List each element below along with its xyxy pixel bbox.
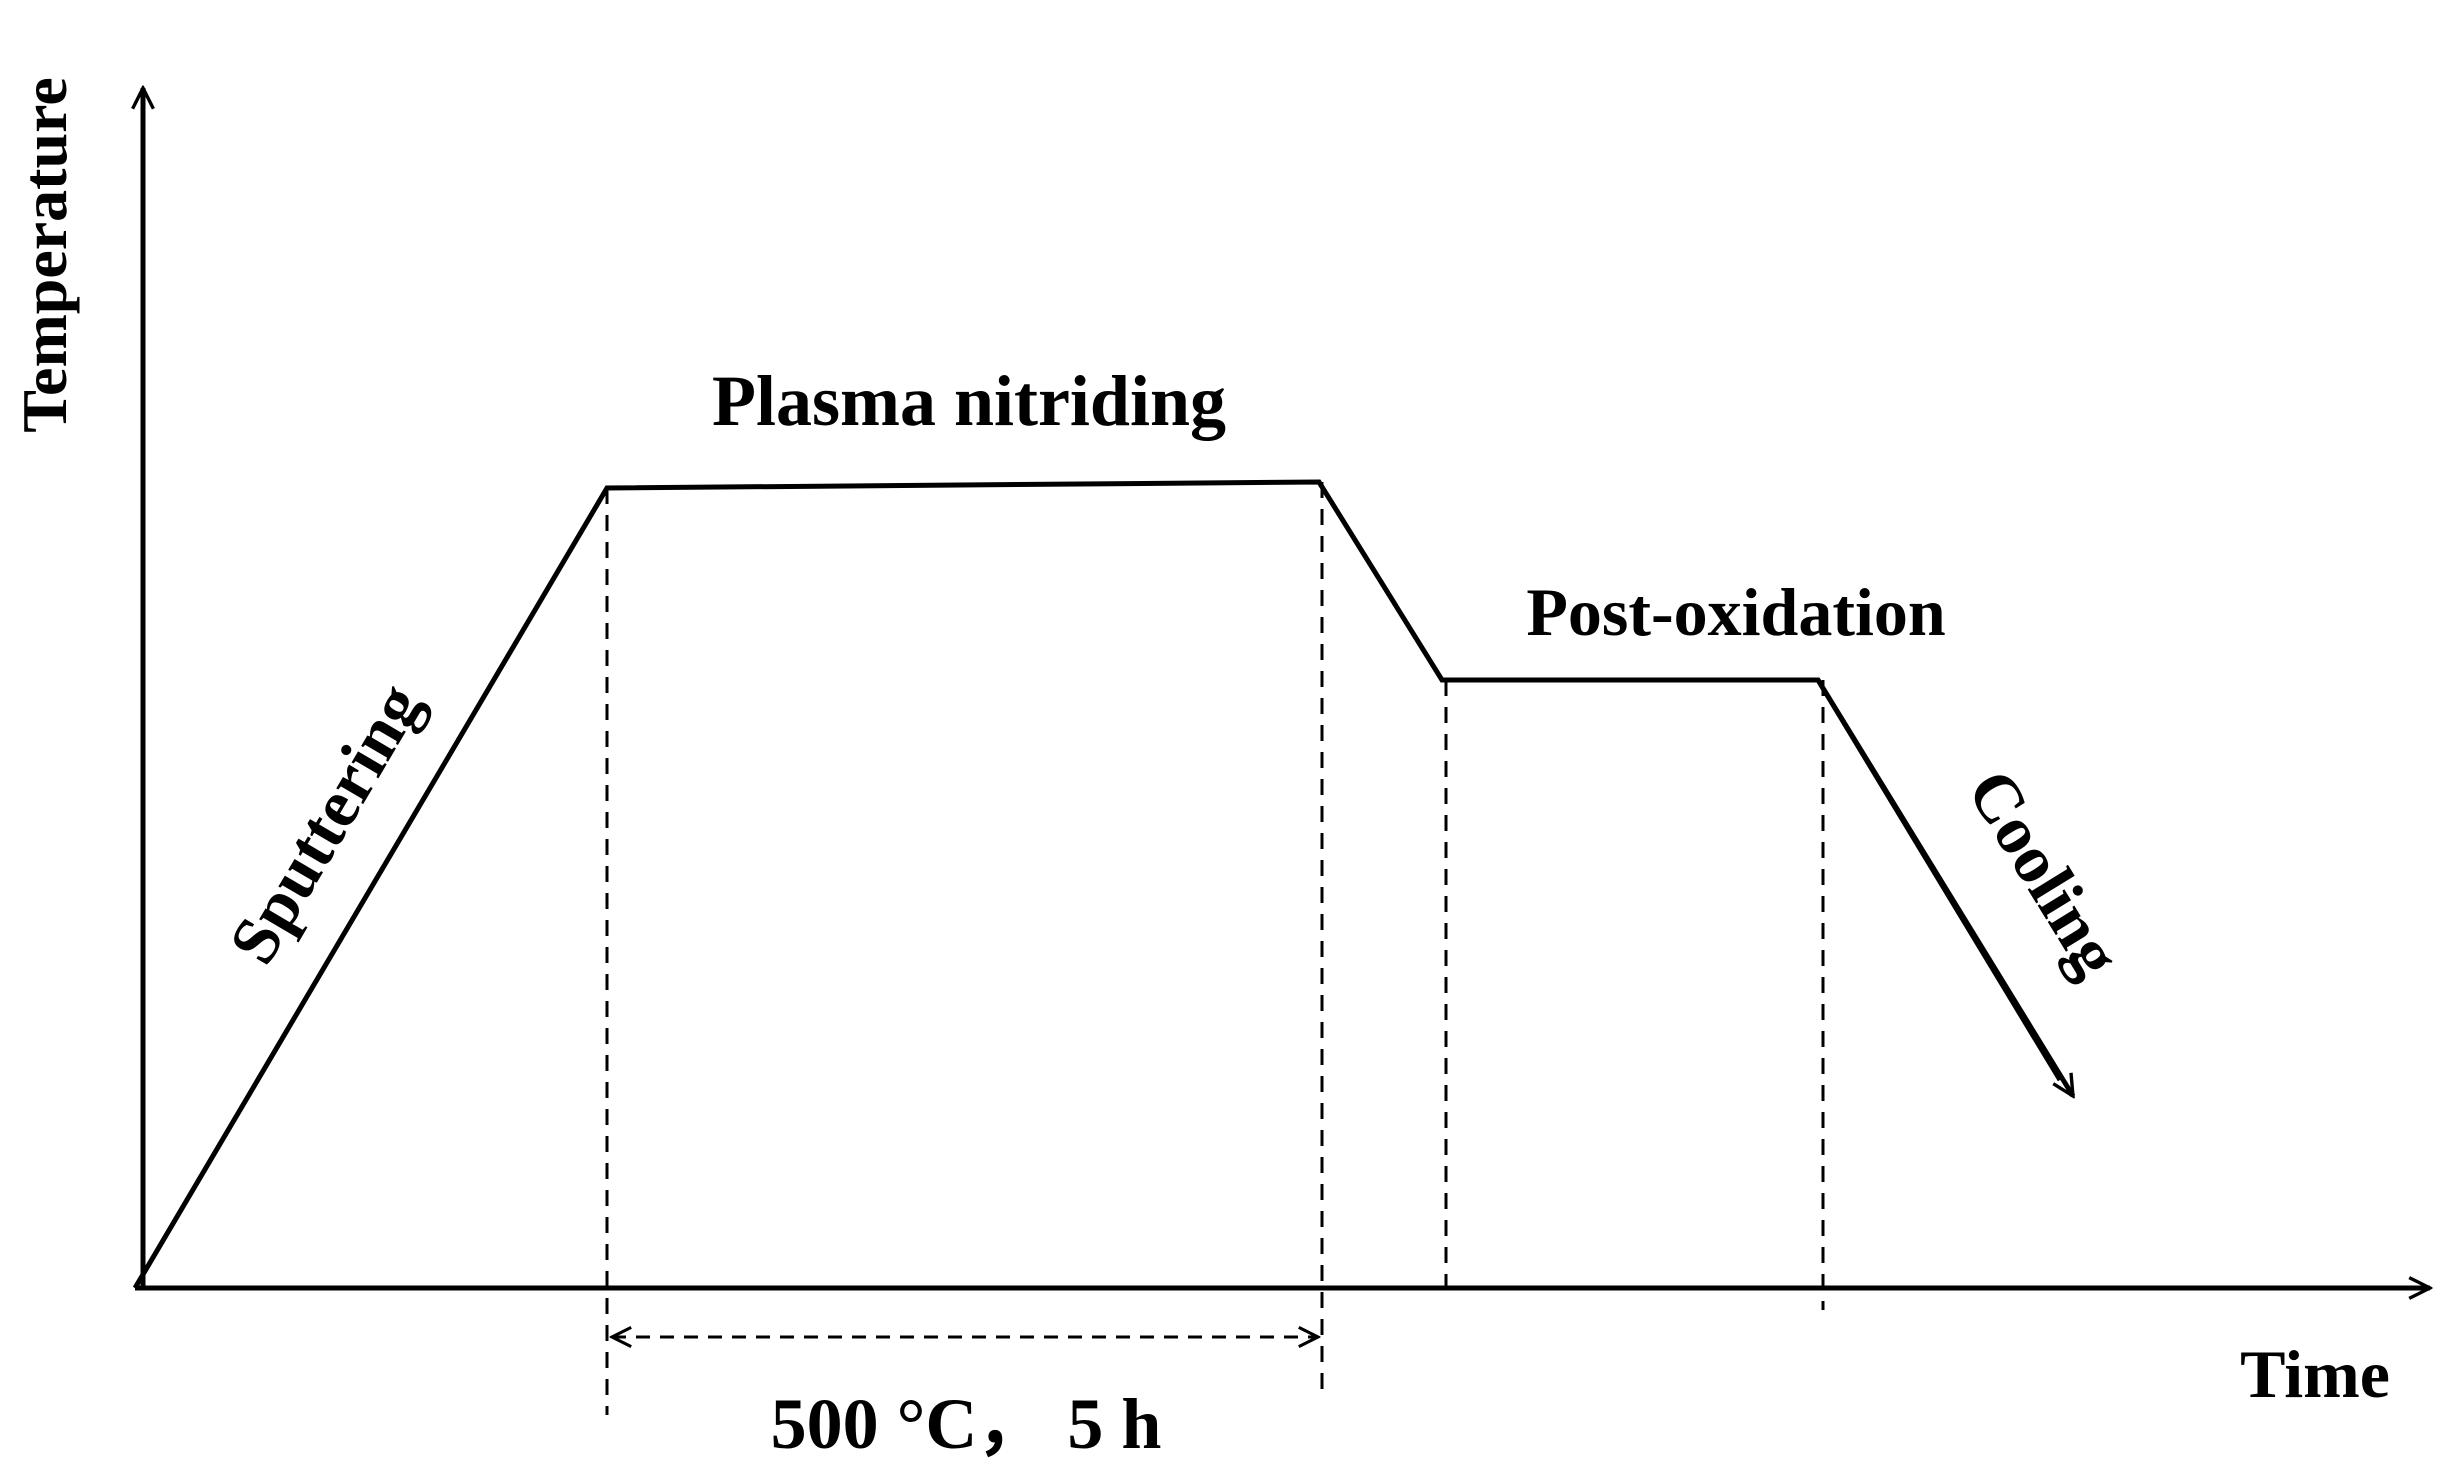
nitriding-condition-label: 500 °C， 5 h [771, 1384, 1162, 1464]
x-axis-label: Time [2240, 1336, 2390, 1412]
stage-label-sputtering: Sputtering [214, 671, 437, 977]
cooling-arrow [1815, 678, 2076, 1096]
stage-label-cooling: Cooling [1953, 756, 2136, 989]
y-axis-label: Temperature [9, 77, 80, 433]
stage-label-post-oxidation: Post-oxidation [1526, 574, 1945, 650]
stage-label-plasma-nitriding: Plasma nitriding [712, 361, 1226, 441]
